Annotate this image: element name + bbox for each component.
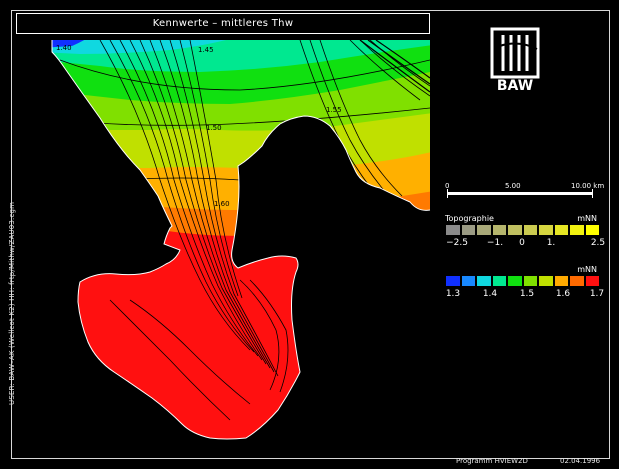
legend-tick-label: −1. xyxy=(486,238,504,248)
legend-swatch xyxy=(569,275,585,287)
map-frame xyxy=(11,10,610,459)
legend-swatch xyxy=(522,224,538,236)
contour-label: 1.45 xyxy=(198,46,214,54)
legend-tick-label: −2.5 xyxy=(446,238,468,248)
map-title: Kennwerte – mittleres Thw xyxy=(16,13,430,34)
legend-swatch xyxy=(553,224,569,236)
baw-logo-icon: BAW xyxy=(490,27,540,93)
scale-label: 5.00 xyxy=(505,182,521,190)
legend-swatch xyxy=(491,224,507,236)
legend-tick-label: 1. xyxy=(546,238,556,248)
legend-swatch xyxy=(460,275,476,287)
legend-tick-label: 1.4 xyxy=(482,289,498,299)
contour-label: 1.55 xyxy=(326,106,342,114)
contour-label: 1.50 xyxy=(206,124,222,132)
legend-swatch xyxy=(522,275,538,287)
legend-tick-label: 1.3 xyxy=(445,289,461,299)
legend-swatch xyxy=(476,275,492,287)
legend-swatch xyxy=(445,275,461,287)
legend-swatch xyxy=(553,275,569,287)
isolines xyxy=(59,40,430,421)
legend-swatch xyxy=(460,224,476,236)
legend-swatch xyxy=(476,224,492,236)
date-label: 02.04.1996 xyxy=(560,457,601,465)
legend-swatch xyxy=(569,224,585,236)
legend-swatch xyxy=(491,275,507,287)
legend-swatch xyxy=(584,224,600,236)
user-file-label: USER: BAW–AK (Wellcot K2) HH: frtp/Mithw… xyxy=(8,201,16,405)
contour-label: 1.40 xyxy=(56,44,72,52)
legend-swatch xyxy=(538,275,554,287)
scale-label: 0 xyxy=(445,182,450,190)
contour-labels: 1.40 1.45 1.50 1.55 1.60 xyxy=(56,44,342,208)
legend-swatch xyxy=(507,224,523,236)
legend-tick-label: 1.6 xyxy=(555,289,571,299)
legend-tick-label: 2.5 xyxy=(590,238,606,248)
scale-bar-line xyxy=(447,189,593,198)
legend-swatch xyxy=(584,275,600,287)
scale-label: 10.00 km xyxy=(571,182,605,190)
logo-text: BAW xyxy=(497,78,533,93)
legend-title: Topographie xyxy=(445,214,494,223)
legend-tick-label: 1.7 xyxy=(589,289,605,299)
legend-unit: mNN xyxy=(577,265,597,274)
legend-swatch xyxy=(538,224,554,236)
legend-swatch xyxy=(507,275,523,287)
shoreline xyxy=(51,40,431,440)
scale-bar: 0 5.00 10.00 km xyxy=(445,182,605,206)
legend-tick-label: 0 xyxy=(519,238,525,248)
channel-lines xyxy=(359,39,431,93)
value-bands xyxy=(52,40,430,439)
legend-unit: mNN xyxy=(577,214,597,223)
program-label: Programm HVIEW2D xyxy=(456,457,528,465)
contour-label: 1.60 xyxy=(214,200,230,208)
legend-swatch xyxy=(445,224,461,236)
legend-tick-label: 1.5 xyxy=(519,289,535,299)
